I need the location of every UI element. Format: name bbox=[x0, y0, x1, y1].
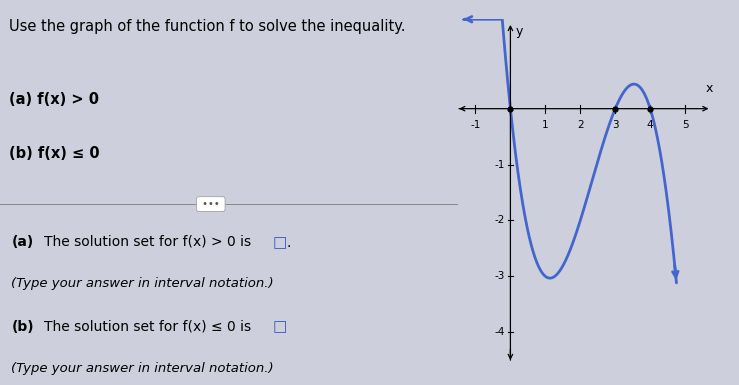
Text: x: x bbox=[706, 82, 713, 95]
Text: (Type your answer in interval notation.): (Type your answer in interval notation.) bbox=[12, 277, 274, 290]
Text: -2: -2 bbox=[495, 216, 505, 226]
Text: -3: -3 bbox=[495, 271, 505, 281]
Text: -1: -1 bbox=[470, 120, 480, 130]
Text: y: y bbox=[516, 25, 523, 38]
Text: □: □ bbox=[273, 235, 287, 250]
Text: .: . bbox=[287, 236, 290, 249]
Text: (a) f(x) > 0: (a) f(x) > 0 bbox=[9, 92, 99, 107]
Text: -1: -1 bbox=[495, 159, 505, 169]
Text: The solution set for f(x) > 0 is: The solution set for f(x) > 0 is bbox=[44, 235, 251, 249]
Text: 5: 5 bbox=[682, 120, 689, 130]
Text: □: □ bbox=[273, 320, 287, 335]
Text: (a): (a) bbox=[12, 235, 34, 249]
Text: 3: 3 bbox=[612, 120, 619, 130]
Text: •••: ••• bbox=[199, 199, 222, 209]
Text: (Type your answer in interval notation.): (Type your answer in interval notation.) bbox=[12, 362, 274, 375]
Text: (b) f(x) ≤ 0: (b) f(x) ≤ 0 bbox=[9, 146, 100, 161]
Text: The solution set for f(x) ≤ 0 is: The solution set for f(x) ≤ 0 is bbox=[44, 320, 251, 333]
Text: 2: 2 bbox=[577, 120, 584, 130]
Text: -4: -4 bbox=[495, 327, 505, 337]
Text: (b): (b) bbox=[12, 320, 34, 333]
Text: 4: 4 bbox=[647, 120, 653, 130]
Text: Use the graph of the function f to solve the inequality.: Use the graph of the function f to solve… bbox=[9, 19, 406, 34]
Text: 1: 1 bbox=[542, 120, 548, 130]
